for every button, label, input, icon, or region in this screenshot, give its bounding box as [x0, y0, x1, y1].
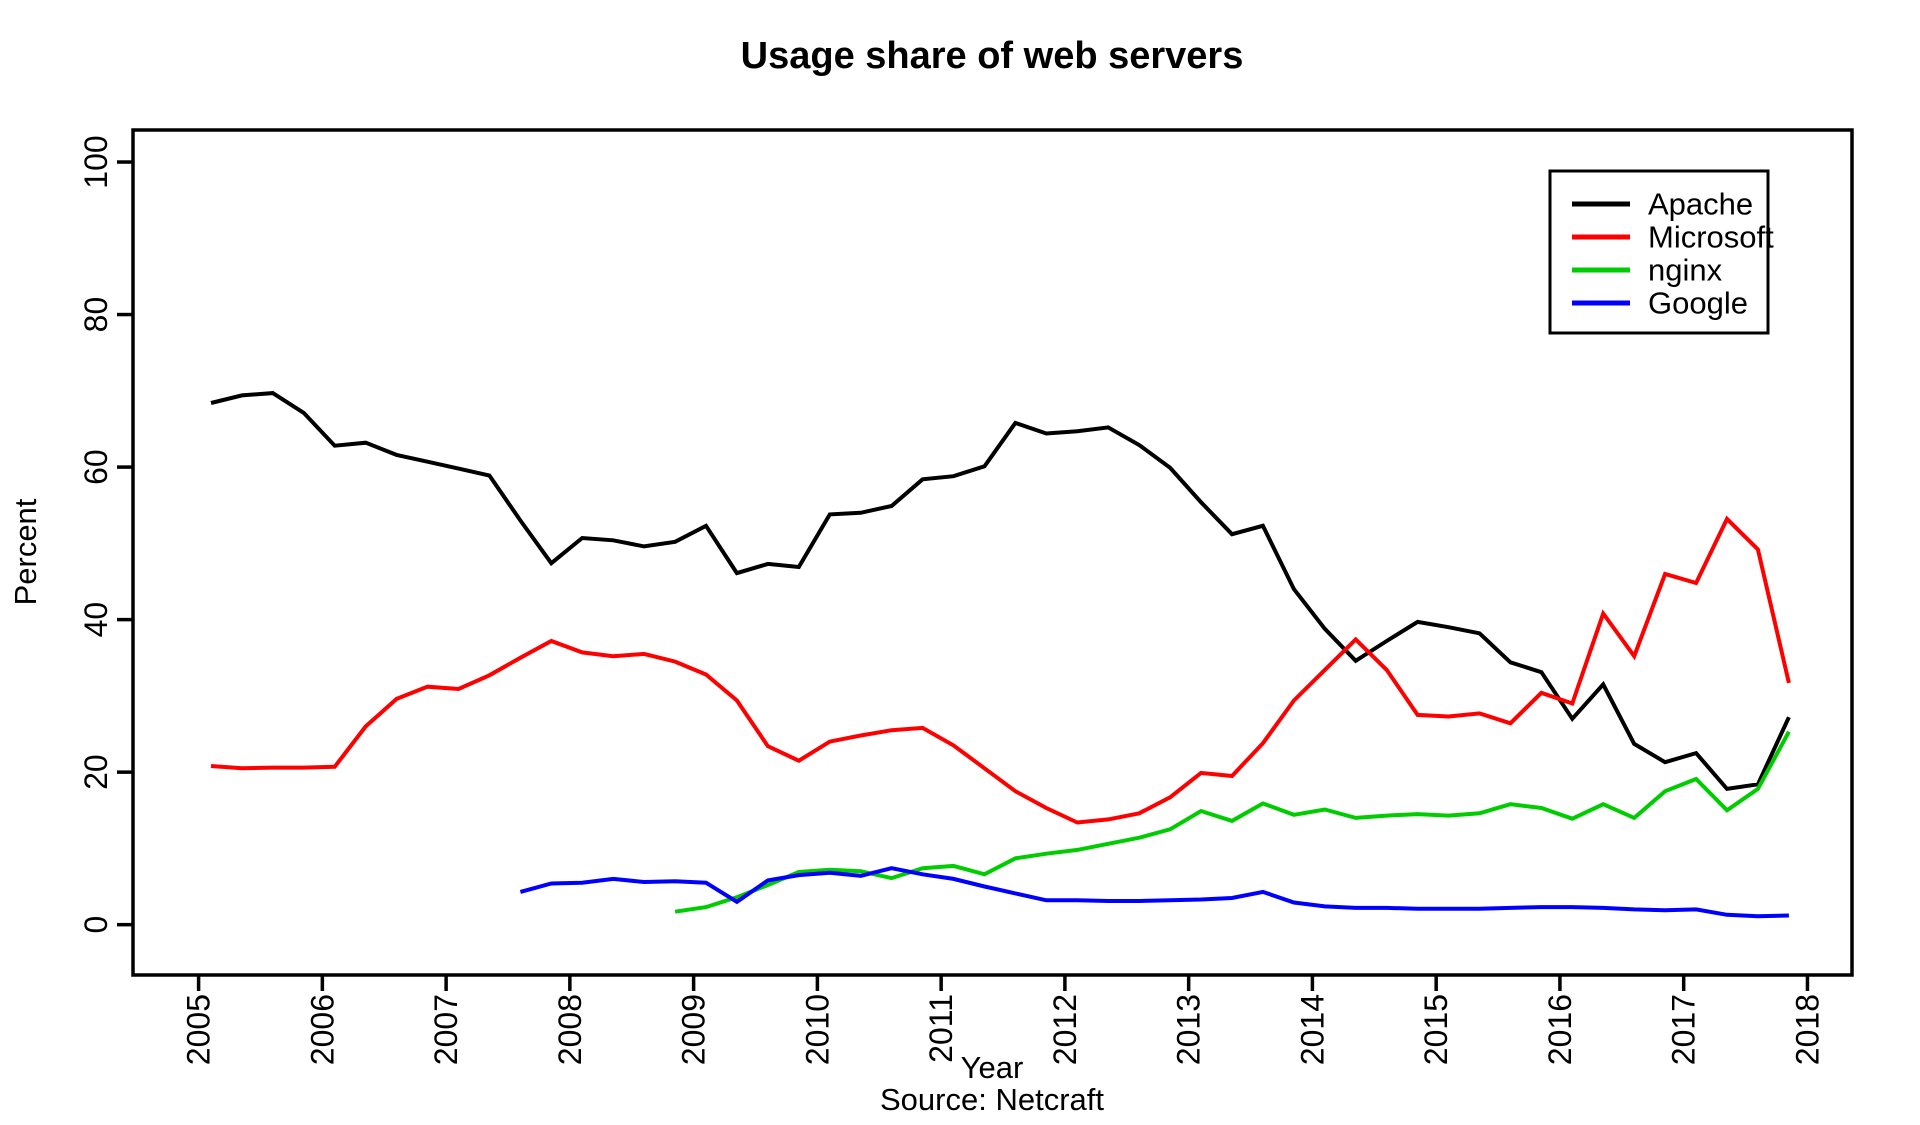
series-line-nginx	[674, 730, 1791, 914]
x-tick-label: 2006	[304, 994, 340, 1065]
series-line-google	[519, 866, 1789, 919]
x-tick-label: 2016	[1542, 994, 1578, 1065]
legend-border	[1548, 169, 1770, 335]
legend-label-nginx: nginx	[1648, 253, 1723, 288]
y-tick-label: 0	[78, 916, 114, 934]
legend-label-microsoft: Microsoft	[1648, 220, 1774, 255]
y-tick-label: 100	[78, 135, 114, 188]
legend-label-google: Google	[1648, 286, 1748, 321]
x-tick-label: 2018	[1789, 994, 1825, 1065]
y-tick-label: 20	[78, 754, 114, 790]
y-axis-ticks: 0 20 40 60 80 100	[78, 135, 133, 934]
x-tick-label: 2007	[428, 994, 464, 1065]
y-tick-label: 80	[78, 297, 114, 333]
x-tick-label: 2014	[1294, 994, 1330, 1065]
series-line-microsoft	[210, 515, 1791, 825]
x-tick-label: 2015	[1418, 994, 1454, 1065]
legend-label-apache: Apache	[1648, 187, 1753, 222]
y-tick-label: 40	[78, 602, 114, 638]
y-tick-label: 60	[78, 449, 114, 485]
y-axis-title: Percent	[8, 498, 43, 605]
x-tick-label: 2017	[1666, 994, 1702, 1065]
x-tick-label: 2012	[1047, 994, 1083, 1065]
x-axis-title: Year	[961, 1050, 1024, 1085]
x-axis-ticks: 2005 2006 2007 2008 2009 2010 2011 2012 2013 2014…	[181, 975, 1825, 1065]
x-tick-label: 2009	[676, 994, 712, 1065]
x-tick-label: 2005	[181, 994, 217, 1065]
x-tick-label: 2008	[552, 994, 588, 1065]
x-tick-label: 2013	[1171, 994, 1207, 1065]
chart-title: Usage share of web servers	[741, 35, 1244, 77]
x-tick-label: 2010	[799, 994, 835, 1065]
series-line-apache	[210, 391, 1791, 792]
plot-border	[131, 128, 1854, 977]
source-caption: Source: Netcraft	[880, 1082, 1104, 1117]
series-lines	[210, 391, 1791, 919]
x-tick-label: 2011	[923, 994, 959, 1063]
